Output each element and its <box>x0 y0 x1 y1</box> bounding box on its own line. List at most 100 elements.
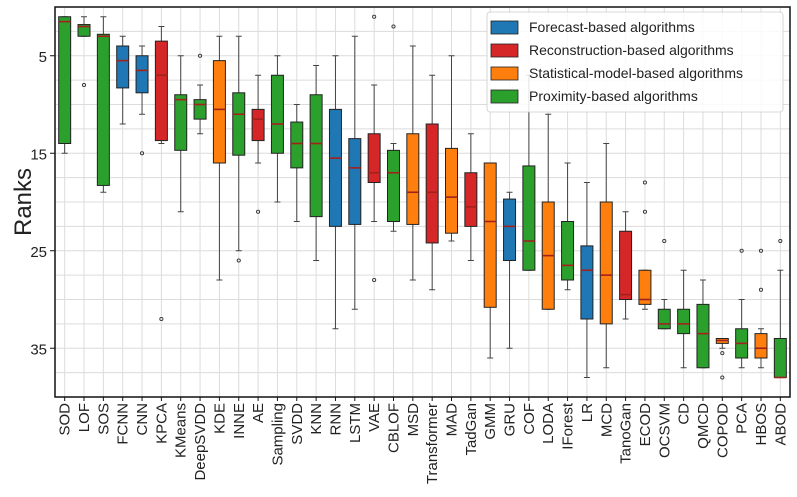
iqr-box <box>386 149 400 222</box>
legend-swatch <box>490 66 519 81</box>
iqr-box <box>619 230 633 300</box>
box-kpca <box>154 26 168 322</box>
box-loda <box>541 113 555 310</box>
outlier-point <box>256 209 261 214</box>
iqr-box <box>503 198 517 261</box>
y-tick-label: 15 <box>30 146 47 163</box>
outlier-point <box>778 238 783 244</box>
box-rnn <box>328 55 342 330</box>
x-tick-label: KMeans <box>173 403 190 458</box>
outlier-point <box>372 14 377 19</box>
legend-swatch <box>490 89 519 104</box>
x-tick-label: Sampling <box>269 403 286 466</box>
box-sod <box>58 16 72 154</box>
iqr-box <box>270 74 284 154</box>
outlier-point <box>372 277 377 283</box>
box-sampling <box>270 55 284 203</box>
box-iforest <box>561 162 575 291</box>
outlier-point <box>139 151 145 156</box>
x-tick-label: GRU <box>502 403 519 436</box>
box-qmcd <box>696 279 710 369</box>
x-tick-label: INNE <box>231 403 248 439</box>
iqr-box <box>348 138 362 225</box>
outlier-point <box>739 248 744 253</box>
iqr-box <box>58 16 72 144</box>
x-tick-label: QMCD <box>695 403 712 449</box>
box-fcnn <box>116 35 130 125</box>
box-tanogan <box>619 211 633 320</box>
x-tick-label: TanoGan <box>618 403 635 464</box>
y-tick-label: 25 <box>30 244 47 261</box>
outlier-point <box>159 316 164 322</box>
x-tick-label: ABOD <box>772 403 789 446</box>
iqr-box <box>96 33 110 186</box>
x-tick-label: HBOS <box>753 403 770 446</box>
x-tick-label: CBLOF <box>385 403 402 453</box>
iqr-box <box>406 133 420 225</box>
iqr-box <box>77 24 91 37</box>
box-mcd <box>599 143 613 369</box>
outlier-point <box>758 248 764 253</box>
box-mad <box>445 55 459 242</box>
iqr-box <box>561 221 575 281</box>
iqr-box <box>135 55 149 94</box>
legend-swatch <box>490 20 519 35</box>
iqr-box <box>309 94 323 218</box>
box-cd <box>677 269 691 369</box>
iqr-box <box>290 121 304 169</box>
x-tick-label: CNN <box>134 403 151 436</box>
x-tick-label: FCNN <box>115 403 132 445</box>
y-axis-ticks: 5 15 25 35 <box>30 49 55 358</box>
iqr-box <box>754 333 768 359</box>
box-kde <box>212 35 226 281</box>
legend-label: Proximity-based algorithms <box>529 88 698 104</box>
x-tick-label: RNN <box>327 403 344 436</box>
outlier-point <box>391 24 396 29</box>
box-tadgan <box>464 133 478 261</box>
box-svdd <box>290 104 304 222</box>
iqr-box <box>212 60 226 164</box>
box-vae <box>367 14 381 283</box>
box-series <box>58 14 787 380</box>
x-tick-label: IForest <box>560 402 577 450</box>
x-tick-label: LSTM <box>347 403 364 443</box>
x-tick-label: CD <box>676 403 693 425</box>
legend-label: Reconstruction-based algorithms <box>529 42 734 58</box>
outlier-point <box>720 375 725 380</box>
outlier-point <box>198 53 203 58</box>
box-hbos <box>754 248 768 369</box>
legend-label: Forecast-based algorithms <box>529 19 695 35</box>
x-tick-label: GMM <box>482 403 499 440</box>
iqr-box <box>657 308 671 330</box>
box-cblof <box>386 24 400 232</box>
x-tick-label: KPCA <box>153 403 170 444</box>
box-gru <box>503 191 517 349</box>
iqr-box <box>328 108 342 227</box>
box-ecod <box>638 180 652 310</box>
x-tick-label: KNN <box>308 403 325 435</box>
x-tick-label: VAE <box>366 403 383 432</box>
legend-label: Statistical-model-based algorithms <box>529 65 743 81</box>
x-tick-label: SOS <box>95 403 112 435</box>
outlier-point <box>642 209 647 214</box>
x-tick-label: TadGan <box>463 403 480 456</box>
box-lof <box>77 16 91 88</box>
iqr-box <box>116 45 130 89</box>
x-tick-label: LOF <box>76 403 93 432</box>
outlier-point <box>758 287 764 292</box>
iqr-box <box>425 123 439 244</box>
outlier-point <box>81 82 87 88</box>
iqr-box <box>251 108 265 142</box>
y-axis-label: Ranks <box>10 168 37 236</box>
x-tick-label: LR <box>579 403 596 422</box>
iqr-box <box>232 92 246 156</box>
x-tick-label: COF <box>521 403 538 435</box>
iqr-box <box>464 172 478 227</box>
iqr-box <box>445 147 459 234</box>
box-copod <box>715 338 729 380</box>
x-tick-label: KDE <box>211 403 228 434</box>
iqr-box <box>367 133 381 183</box>
box-msd <box>406 45 420 281</box>
box-gmm <box>483 162 497 359</box>
